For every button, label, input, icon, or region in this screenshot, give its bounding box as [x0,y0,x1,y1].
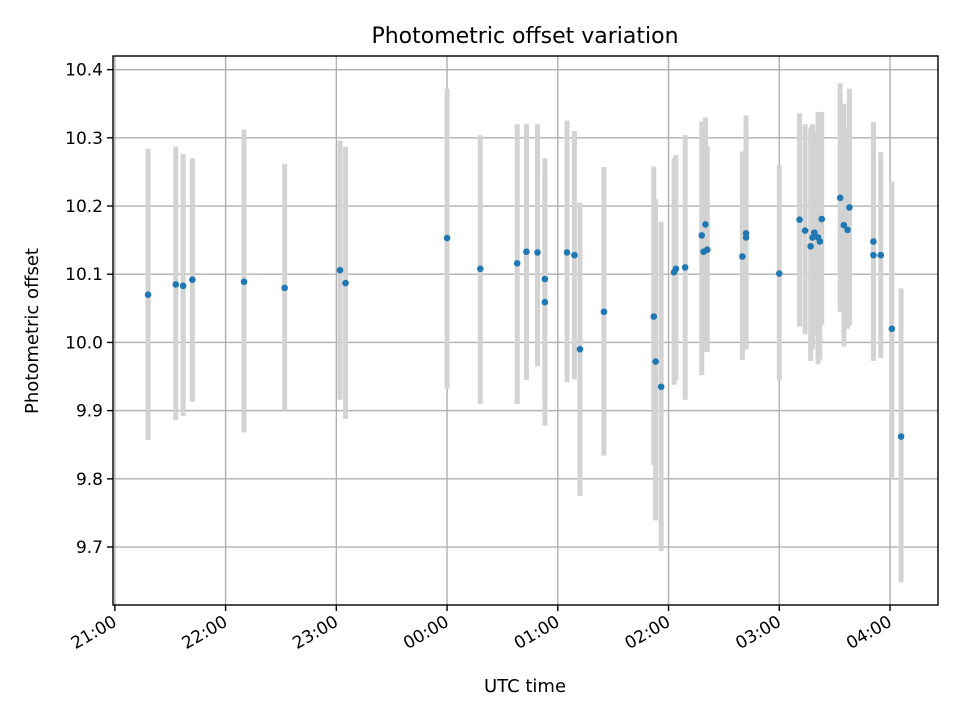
data-point [796,216,803,223]
data-point [523,248,530,256]
y-tick-label: 9.7 [76,538,103,558]
plot-frame [112,55,939,606]
y-tick-label: 10.0 [65,333,103,353]
x-tick-label: 01:00 [511,612,563,654]
data-point [703,246,711,253]
data-point [600,308,608,316]
data-point [476,265,484,273]
data-point [576,345,584,353]
x-axis-label: UTC time [484,676,566,697]
data-point [650,313,658,320]
data-point [840,221,848,229]
y-tick-label: 9.9 [76,402,103,422]
data-point [816,238,824,245]
data-point [897,433,905,440]
y-tick-label: 10.4 [65,61,103,81]
data-point [541,275,549,283]
data-point [702,221,709,228]
data-point [846,204,853,211]
data-point [807,242,814,250]
data-point [811,229,818,236]
x-tick-label: 04:00 [843,612,895,654]
data-point [189,276,196,283]
data-points [144,194,905,440]
data-point [652,358,659,365]
data-point [775,270,783,277]
data-point [836,194,844,202]
data-point [513,260,521,267]
data-point [888,325,896,333]
data-point [844,226,851,234]
data-point [672,265,680,273]
y-axis-ticks: 9.7 9.8 9.9 10.0 10.1 10.2 10.3 10.4 [65,61,113,558]
data-point [801,227,809,234]
x-tick-label: 23:00 [289,612,341,654]
y-tick-label: 9.8 [76,470,103,490]
data-point [240,278,248,286]
data-point [541,298,549,306]
data-point [877,251,885,259]
x-tick-label: 21:00 [68,612,120,654]
data-point [443,234,451,242]
data-point [698,232,706,239]
y-tick-label: 10.2 [65,197,103,217]
data-point [739,253,746,260]
y-axis-label: Photometric offset [22,248,43,414]
x-tick-label: 22:00 [179,612,231,654]
y-tick-label: 10.3 [65,129,103,149]
data-point [534,249,541,256]
x-tick-label: 00:00 [400,612,452,654]
data-point [563,249,571,256]
data-point [281,284,288,292]
x-tick-label: 02:00 [622,612,674,654]
data-point [144,291,152,298]
data-point [179,282,187,290]
data-point [342,279,349,287]
data-point [172,281,180,288]
data-point [336,266,344,274]
x-tick-label: 03:00 [732,612,784,654]
data-point [870,251,877,259]
x-axis-ticks: 21:00 22:00 23:00 00:00 01:00 02:00 03:00 04:00 [68,605,896,654]
y-tick-label: 10.1 [65,265,103,285]
chart-title: Photometric offset variation [371,24,678,49]
data-point [818,215,826,223]
data-point [657,383,665,391]
data-point [870,238,877,245]
data-point [681,264,689,271]
data-point [742,234,750,241]
data-point [571,251,578,259]
error-bars [145,83,904,583]
